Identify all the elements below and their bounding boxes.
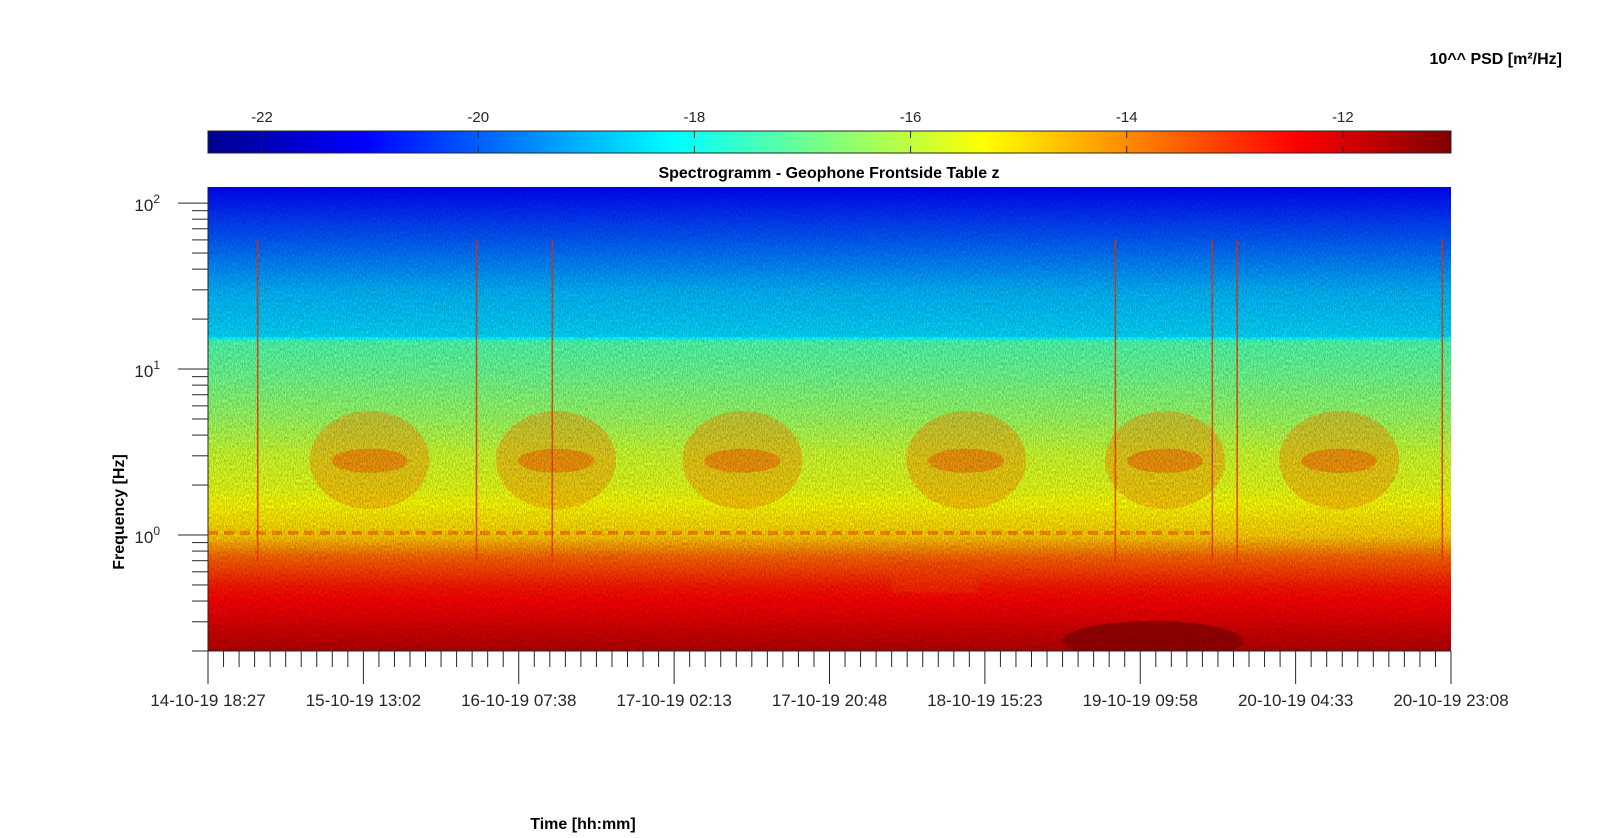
colorbar-tick-label: -16 — [900, 109, 922, 126]
x-axis-label: Time [hh:mm] — [530, 816, 635, 833]
colorbar-ticks: -22 -20 -18 -16 -14 -12 — [251, 109, 1354, 153]
spectrogram-texture — [208, 187, 1451, 651]
colorbar-tick-label: -12 — [1332, 109, 1354, 126]
colorbar-label: 10^^ PSD [m²/Hz] — [1430, 51, 1562, 68]
y-axis-label: Frequency [Hz] — [111, 454, 128, 570]
y-axis: 100 101 102 — [134, 187, 209, 652]
y-tick-label: 101 — [134, 358, 160, 381]
y-tick-label: 102 — [134, 192, 160, 215]
colorbar-tick-label: -18 — [684, 109, 706, 126]
x-tick-label: 19-10-19 09:58 — [1083, 691, 1198, 710]
x-tick-label: 17-10-19 02:13 — [616, 691, 731, 710]
spectrogram-plot — [208, 187, 1451, 651]
colorbar — [207, 130, 1452, 154]
colorbar-tick-label: -14 — [1116, 109, 1138, 126]
x-tick-label: 16-10-19 07:38 — [461, 691, 576, 710]
x-tick-label: 17-10-19 20:48 — [772, 691, 887, 710]
x-tick-label: 20-10-19 04:33 — [1238, 691, 1353, 710]
x-axis: 14-10-19 18:27 15-10-19 13:02 16-10-19 07:… — [150, 650, 1509, 710]
x-tick-label: 20-10-19 23:08 — [1393, 691, 1508, 710]
x-tick-label: 15-10-19 13:02 — [306, 691, 421, 710]
x-tick-label: 18-10-19 15:23 — [927, 691, 1042, 710]
chart-title: Spectrogramm - Geophone Frontside Table … — [658, 165, 999, 182]
x-tick-label: 14-10-19 18:27 — [150, 691, 265, 710]
colorbar-tick-label: -22 — [251, 109, 273, 126]
y-tick-label: 100 — [134, 524, 160, 547]
colorbar-tick-label: -20 — [467, 109, 489, 126]
